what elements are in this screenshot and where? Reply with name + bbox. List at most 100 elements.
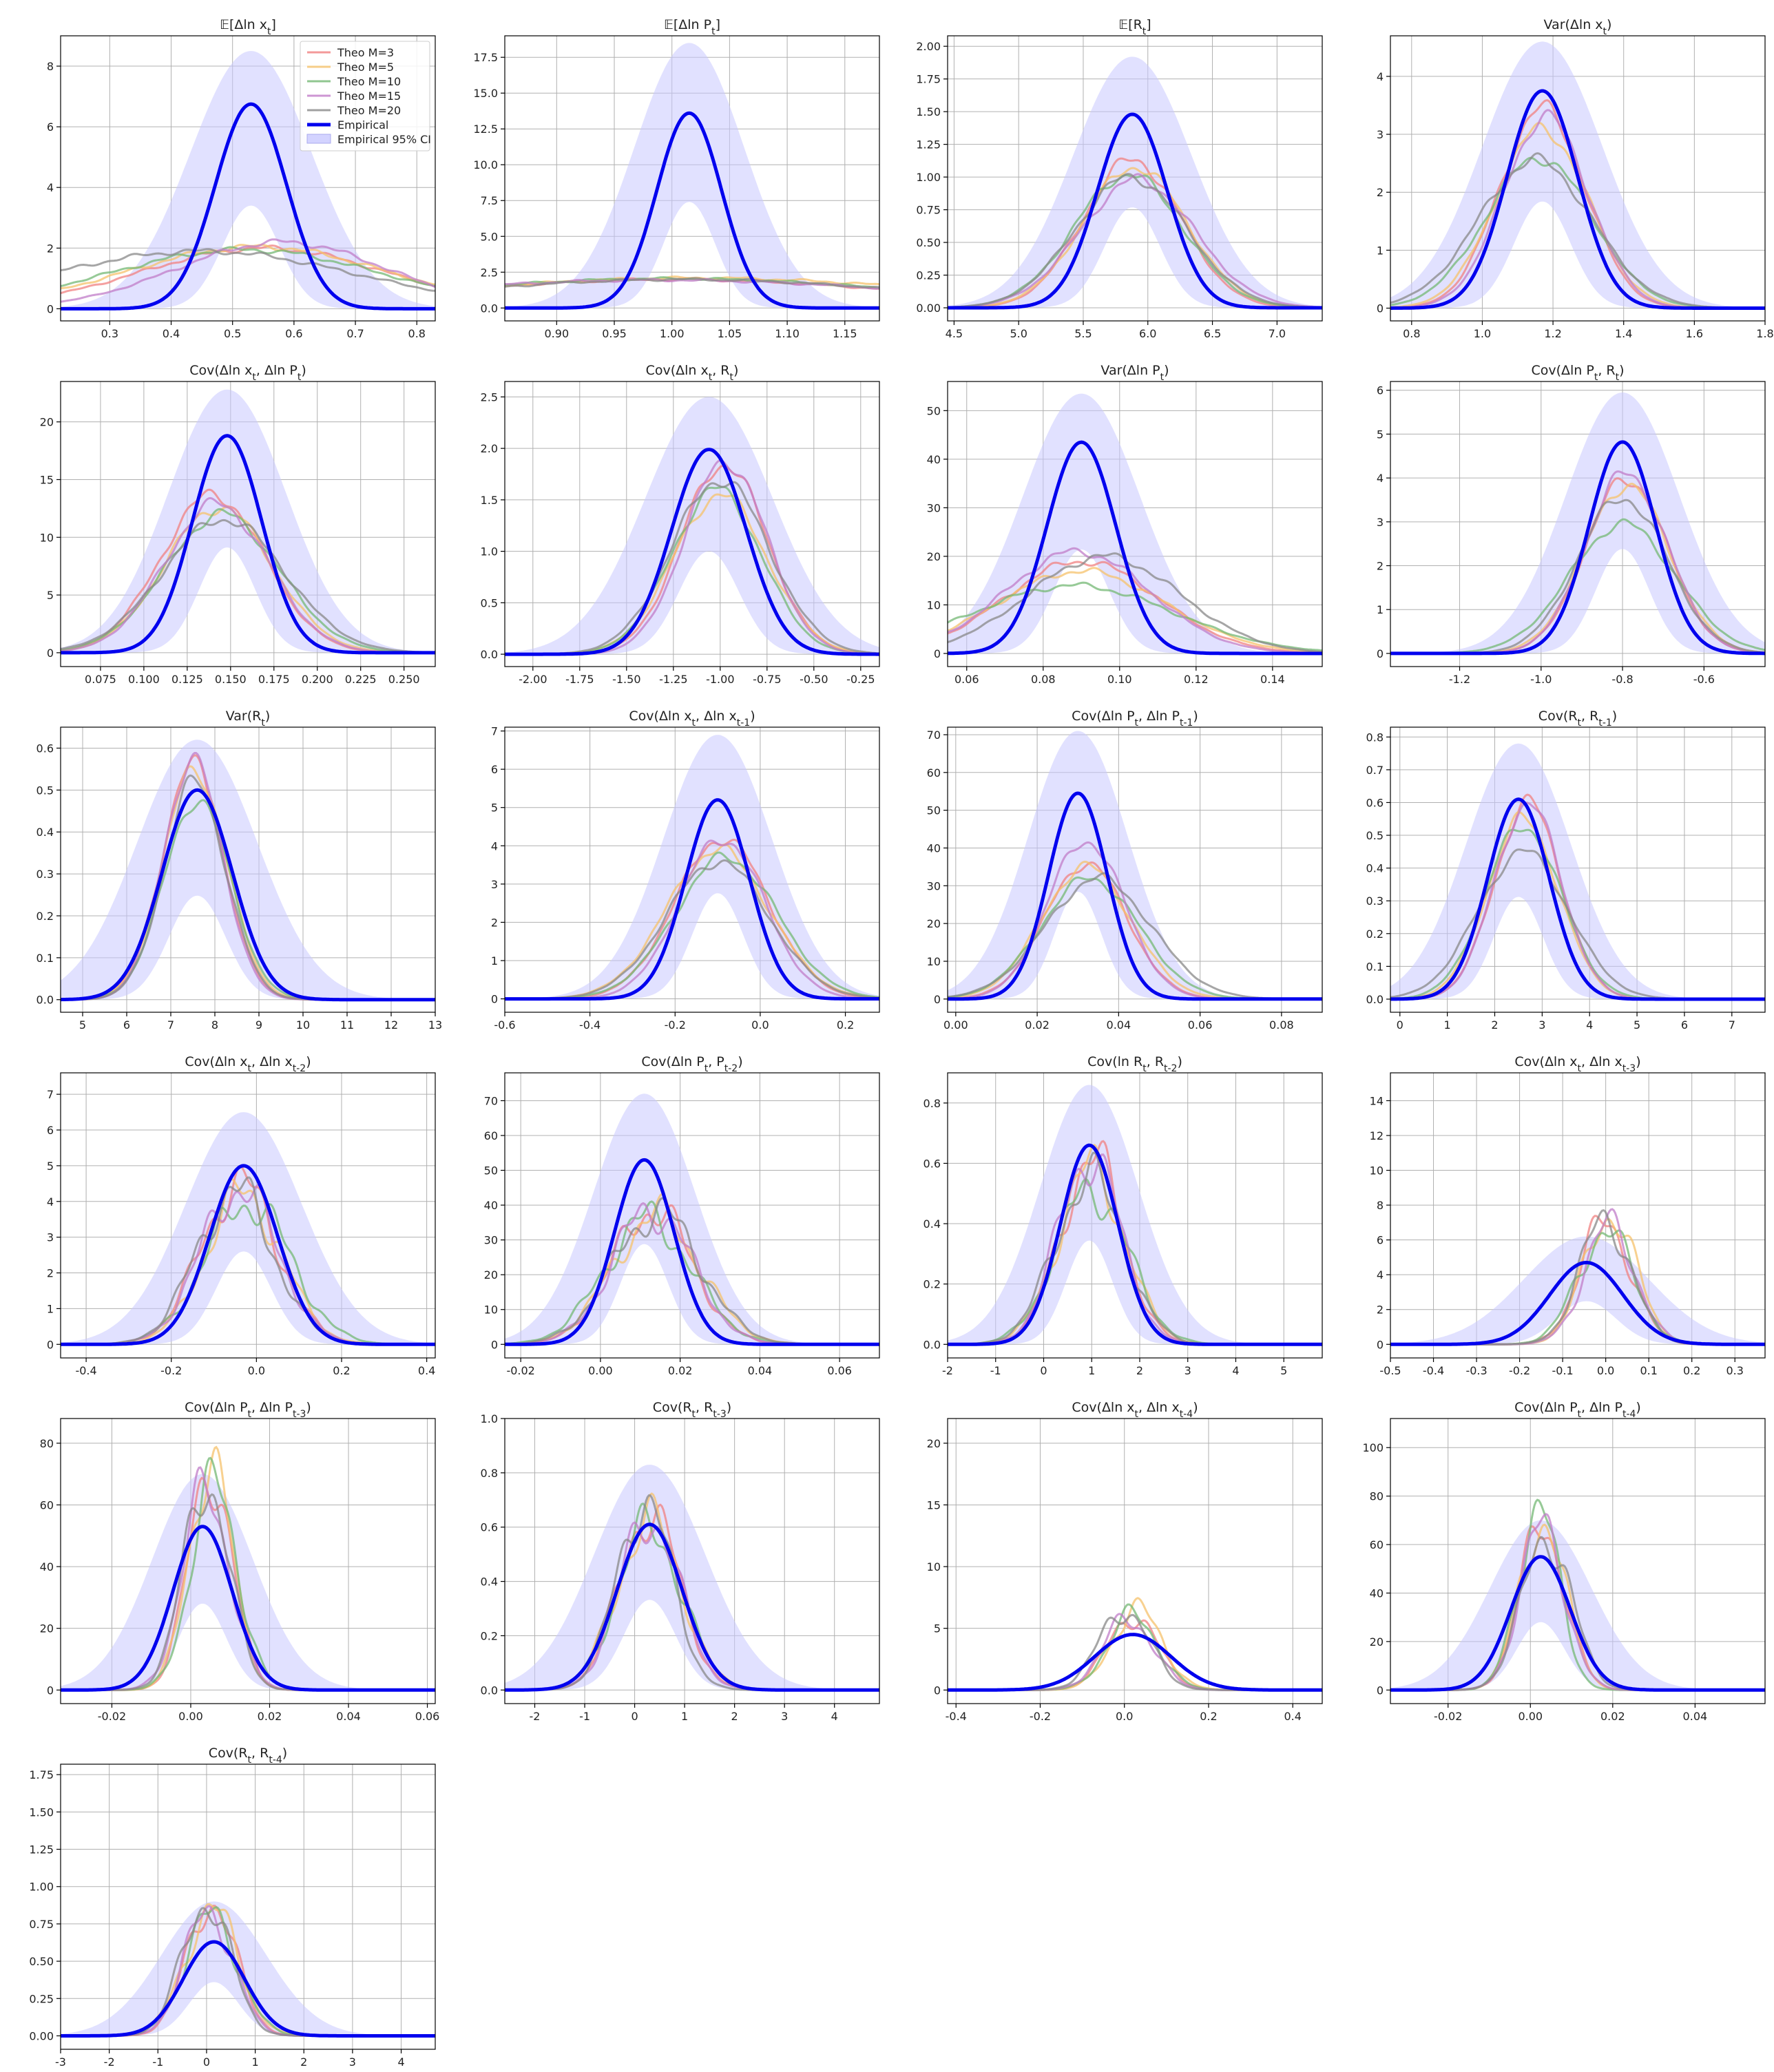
- x-tick-label: 0.10: [1107, 673, 1132, 686]
- chart-panel-3: 𝔼[Rt] 4.5 5.0 5.5 6.0 6.5 7.0 0.00 0.25 0.50 0.75 1…: [916, 17, 1323, 340]
- y-tick-label: 0.4: [36, 826, 54, 839]
- y-tick-label: 0.5: [1366, 829, 1384, 842]
- x-tick-label: 0: [203, 2055, 210, 2069]
- plot-area: [1390, 41, 1765, 310]
- y-tick-label: 0.2: [923, 1278, 941, 1291]
- empirical-ci-band: [948, 731, 1322, 999]
- y-tick-label: 20: [40, 1622, 54, 1635]
- plot-area: [61, 51, 435, 311]
- y-tick-label: 2: [1377, 560, 1384, 573]
- x-tick-label: -0.6: [1693, 673, 1715, 686]
- x-tick-label: 0.04: [748, 1364, 773, 1377]
- grid: [1390, 1073, 1765, 1358]
- panel-title: Cov(Rt, Rt-3): [653, 1400, 731, 1420]
- x-tick-label: -0.02: [98, 1710, 126, 1723]
- y-tick-label: 0: [491, 1338, 498, 1351]
- chart-panel-14: Cov(Δln Pt, Pt-2) -0.02 0.00 0.02 0.04 0.06 0 1…: [484, 1054, 880, 1377]
- axes-frame: [1390, 35, 1766, 322]
- chart-panel-11: Cov(Δln Pt, Δln Pt-1) 0.00 0.02 0.04 0.06 0.0…: [927, 709, 1323, 1032]
- y-tick-label: 40: [927, 841, 941, 855]
- x-tick-label: 0.200: [302, 673, 333, 686]
- y-tick-label: 0: [1377, 647, 1384, 660]
- empirical-curve: [505, 111, 879, 310]
- y-tick-label: 0.25: [916, 269, 941, 282]
- empirical-ci-band: [505, 1465, 879, 1691]
- x-tick-label: 5.5: [1074, 327, 1092, 340]
- x-tick-label: -1: [579, 1710, 590, 1723]
- y-tick-label: 0.5: [36, 784, 54, 797]
- y-tick-label: 6: [1377, 384, 1384, 397]
- y-tick-label: 70: [927, 729, 941, 742]
- y-tick-label: 15: [927, 1498, 941, 1511]
- y-tick-label: 0.2: [36, 910, 54, 923]
- y-tick-label: 1.5: [481, 494, 498, 507]
- x-tick-label: 0.6: [285, 327, 302, 340]
- empirical-ci-band: [1390, 1236, 1765, 1345]
- panel-title: Var(Δln Pt): [1100, 363, 1169, 383]
- empirical-curve: [61, 1940, 435, 2038]
- y-tick-label: 1.50: [29, 1806, 54, 1819]
- x-tick-label: 1: [1444, 1018, 1451, 1032]
- plot-area: [948, 393, 1322, 656]
- theo-curve-theo-m-20: [948, 173, 1322, 308]
- y-tick-label: 14: [1370, 1094, 1384, 1107]
- x-tick-label: -1.50: [612, 673, 640, 686]
- empirical-ci-band: [505, 397, 879, 655]
- panel-title: Cov(Δln xt, Δln Pt): [189, 363, 306, 383]
- x-tick-label: 0.02: [668, 1364, 693, 1377]
- x-tick-label: 0.02: [1025, 1018, 1050, 1032]
- x-tick-label: -0.2: [665, 1018, 686, 1032]
- y-tick-label: 0: [47, 1338, 54, 1351]
- x-tick-label: 0.02: [258, 1710, 282, 1723]
- y-tick-label: 40: [1370, 1587, 1384, 1600]
- y-tick-label: 30: [484, 1234, 498, 1247]
- axes-frame: [504, 381, 880, 667]
- x-tick-label: 8: [211, 1018, 218, 1032]
- x-tick-label: 0.075: [85, 673, 116, 686]
- chart-panel-17: Cov(Δln Pt, Δln Pt-3) -0.02 0.00 0.02 0.04 0.…: [40, 1400, 440, 1723]
- x-tick-label: -0.2: [160, 1364, 182, 1377]
- panel-title: 𝔼[Rt]: [1118, 17, 1151, 37]
- panel-title: Cov(Δln Pt, Δln Pt-1): [1072, 709, 1198, 729]
- x-tick-label: 0.2: [1683, 1364, 1700, 1377]
- x-tick-label: -0.1: [1552, 1364, 1574, 1377]
- x-tick-label: 0.225: [345, 673, 377, 686]
- x-tick-label: 0.00: [588, 1364, 613, 1377]
- x-tick-label: 2: [1136, 1364, 1143, 1377]
- y-tick-label: 0.8: [923, 1097, 941, 1110]
- x-tick-label: 5: [1280, 1364, 1287, 1377]
- legend-entry-label: Empirical: [337, 118, 388, 132]
- chart-panel-4: Var(Δln xt) 0.8 1.0 1.2 1.4 1.6 1.8 0 1 2 3 4: [1377, 17, 1774, 340]
- y-tick-label: 15: [40, 473, 54, 486]
- y-tick-label: 10: [1370, 1164, 1384, 1178]
- x-tick-label: 10: [296, 1018, 310, 1032]
- empirical-curve: [948, 112, 1322, 310]
- x-tick-label: 4: [397, 2055, 404, 2069]
- x-tick-label: 0.1: [1640, 1364, 1657, 1377]
- y-tick-label: 17.5: [473, 51, 498, 64]
- y-tick-label: 40: [927, 453, 941, 466]
- x-tick-label: 0.06: [827, 1364, 852, 1377]
- legend-entry-label: Theo M=3: [337, 46, 394, 59]
- y-tick-label: 4: [491, 839, 498, 852]
- x-tick-label: -3: [55, 2055, 66, 2069]
- y-tick-label: 5: [1377, 428, 1384, 441]
- y-tick-label: 5: [47, 589, 54, 602]
- x-tick-label: -1.25: [659, 673, 687, 686]
- x-tick-label: 5: [1634, 1018, 1640, 1032]
- theo-curve-theo-m-20: [948, 552, 1322, 653]
- chart-panel-15: Cov(ln Rt, Rt-2) -2 -1 0 1 2 3 4 5 0.0 0.2 0.4 0.6 0.…: [923, 1054, 1323, 1377]
- empirical-ci-band: [505, 43, 879, 308]
- y-tick-label: 10.0: [473, 158, 498, 171]
- axes-frame: [947, 35, 1323, 322]
- y-tick-label: 0.6: [36, 742, 54, 755]
- plot-area: [948, 1085, 1322, 1346]
- y-tick-label: 60: [927, 766, 941, 779]
- y-tick-label: 15.0: [473, 87, 498, 100]
- x-tick-label: -1.75: [565, 673, 594, 686]
- y-tick-label: 10: [40, 531, 54, 544]
- x-tick-label: -0.02: [506, 1364, 534, 1377]
- y-tick-label: 50: [927, 804, 941, 817]
- x-tick-label: 7: [167, 1018, 174, 1032]
- plot-area: [1390, 743, 1765, 1001]
